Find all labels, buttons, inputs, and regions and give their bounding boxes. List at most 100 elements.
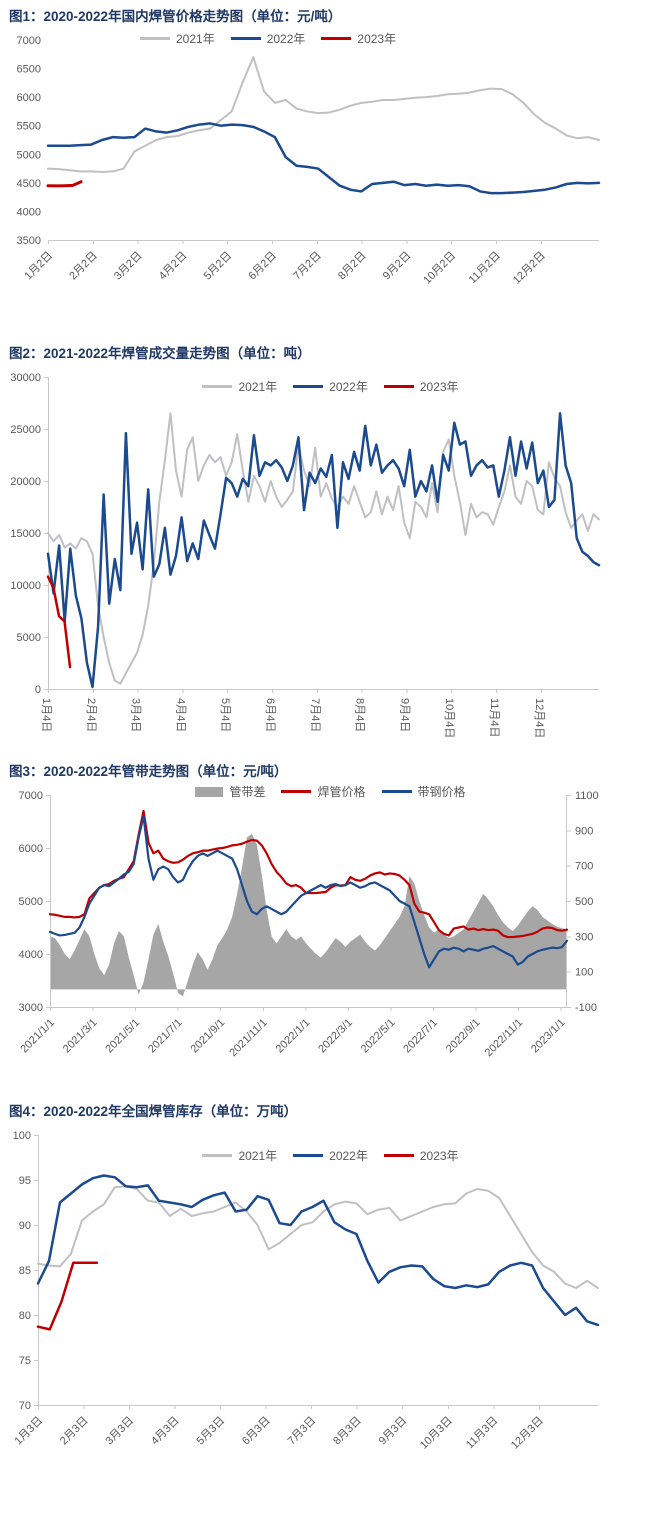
- x-axis-tick-label: 3月4日: [130, 698, 142, 732]
- x-axis-tick-label: 8月4日: [354, 698, 366, 732]
- x-axis-tick-label: 2月3日: [58, 1415, 91, 1448]
- x-axis-tick-label: 10月3日: [418, 1415, 455, 1452]
- legend-label: 2022年: [266, 32, 306, 46]
- x-axis-tick-label: 12月4日: [533, 698, 545, 738]
- y-axis-tick-label: 70: [19, 1400, 31, 1412]
- x-axis-tick-label: 1月4日: [40, 698, 52, 732]
- y-axis-tick-label: 25000: [10, 424, 41, 436]
- y-axis-tick-label: 75: [19, 1355, 31, 1367]
- x-axis-tick-label: 6月4日: [264, 698, 276, 732]
- x-axis-tick-label: 11月4日: [488, 698, 500, 738]
- chart-2-plot: 30000 25000 20000 15000 10000 5000 0 1月4日 2月4日 3月…: [0, 371, 661, 755]
- legend-label: 2023年: [419, 380, 459, 394]
- x-axis-tick-label: 2022/1/1: [274, 1017, 313, 1056]
- y-axis-tick-label: 0: [35, 684, 41, 696]
- x-axis-tick-label: 2022/3/1: [316, 1017, 355, 1056]
- series-line-2022年: [36, 1174, 600, 1327]
- legend-swatch-line: [383, 385, 414, 388]
- legend-label: 焊管价格: [317, 785, 366, 799]
- y-axis-tick-label: 5000: [17, 632, 41, 644]
- x-axis-tick-label: 9月2日: [381, 250, 414, 283]
- legend-label: 2022年: [329, 1149, 368, 1163]
- chart-2-welded-pipe-transaction-volume: 图2：2021-2022年焊管成交量走势图（单位：吨） 2021年 2022年 20…: [0, 330, 661, 755]
- y-axis-tick-label: 5500: [17, 121, 41, 133]
- legend-label: 2021年: [176, 32, 215, 46]
- legend-item: 管带差: [195, 783, 265, 800]
- legend-item: 2023年: [383, 1147, 459, 1164]
- x-axis-tick-label: 3月3日: [103, 1415, 136, 1448]
- x-axis-tick-label: 7月3日: [286, 1415, 319, 1448]
- chart-1-legend: 2021年 2022年 2023年: [140, 30, 396, 47]
- x-axis-tick-label: 2021/9/1: [189, 1017, 228, 1056]
- series-line-2021年: [37, 1185, 599, 1289]
- y2-axis-tick-label: 1100: [575, 790, 599, 802]
- y2-axis-tick-label: 700: [575, 861, 593, 873]
- y-axis-tick-label: 3000: [19, 1002, 43, 1014]
- chart-3-canvas: 7000 6000 5000 4000 3000 1100 900 700 500 300 100 -…: [18, 790, 599, 1060]
- x-axis-tick-label: 2021/5/1: [103, 1017, 142, 1056]
- y-axis-tick-label: 6500: [17, 64, 41, 76]
- chart-3-title: 图3：2020-2022年管带走势图（单位：元/吨）: [9, 764, 288, 779]
- x-axis-tick-label: 11月3日: [464, 1415, 500, 1451]
- x-axis-tick-label: 2022/7/1: [401, 1017, 440, 1056]
- x-axis-tick-label: 4月3日: [149, 1415, 182, 1448]
- x-axis-tick-label: 9月4日: [398, 698, 410, 732]
- y2-axis-tick-label: 500: [575, 896, 593, 908]
- chart-4-canvas: 100 95 90 85 80 75 70 1月3日 2月3日 3月3日 4月3日 5月3日 6月3日 7…: [12, 1130, 600, 1452]
- y2-axis-tick-label: 100: [575, 967, 593, 979]
- y-axis-tick-label: 4000: [17, 206, 41, 218]
- series-line-2022年: [46, 122, 601, 195]
- series-line-带钢价格: [48, 815, 569, 969]
- y-axis-tick-label: 6000: [17, 92, 41, 104]
- chart-2-legend: 2021年 2022年 2023年: [0, 378, 661, 395]
- x-axis-tick-label: 6月2日: [246, 250, 279, 283]
- y-axis-tick-label: 20000: [10, 476, 41, 488]
- legend-swatch-line: [293, 1154, 324, 1157]
- chart-3-pipe-strip-spread: 图3：2020-2022年管带走势图（单位：元/吨） 管带差 焊管价格 带钢价格 7…: [0, 755, 661, 1095]
- y-axis-tick-label: 100: [13, 1130, 31, 1142]
- chart-4-plot: 100 95 90 85 80 75 70 1月3日 2月3日 3月3日 4月3日 5月3日 6月3日 7…: [0, 1129, 661, 1481]
- chart-4-national-welded-pipe-inventory: 图4：2020-2022年全国焊管库存（单位：万吨） 2021年 2022年 202…: [0, 1095, 661, 1520]
- y-axis-tick-label: 95: [19, 1175, 31, 1187]
- x-axis-tick-label: 8月3日: [331, 1415, 364, 1448]
- chart-3-plot: 7000 6000 5000 4000 3000 1100 900 700 500 300 100 -…: [0, 789, 661, 1093]
- legend-swatch-line: [381, 790, 412, 793]
- y2-axis-tick-label: 300: [575, 931, 593, 943]
- legend-label: 2021年: [238, 380, 278, 394]
- legend-item: 2021年: [202, 1147, 277, 1164]
- legend-swatch-line: [140, 37, 170, 40]
- legend-swatch-line: [281, 790, 312, 793]
- series-line-2023年: [46, 575, 72, 669]
- x-axis-tick-label: 6月3日: [240, 1415, 273, 1448]
- chart-1-plot: 7000 6500 6000 5500 5000 4500 4000 3500 1月2日 2月2日…: [0, 34, 661, 320]
- x-axis-tick-label: 4月4日: [174, 698, 186, 732]
- legend-item: 2021年: [202, 378, 277, 395]
- legend-swatch-line: [293, 385, 324, 388]
- y-axis-tick-label: 85: [19, 1265, 31, 1277]
- legend-swatch-line: [383, 1154, 414, 1157]
- series-line-2021年: [47, 56, 600, 173]
- legend-label: 2021年: [238, 1149, 278, 1163]
- chart-4-legend: 2021年 2022年 2023年: [0, 1147, 661, 1164]
- x-axis-tick-label: 8月2日: [336, 250, 369, 283]
- x-axis-tick-label: 5月4日: [219, 698, 231, 732]
- series-area-管带差: [50, 833, 567, 997]
- legend-item: 2022年: [230, 30, 306, 47]
- legend-label: 2022年: [329, 380, 368, 394]
- chart-1-canvas: 7000 6500 6000 5500 5000 4500 4000 3500 1月2日 2月2日…: [17, 35, 601, 287]
- legend-item: 焊管价格: [281, 783, 366, 800]
- x-axis-tick-label: 2022/11/1: [483, 1017, 526, 1060]
- legend-item: 2023年: [321, 30, 396, 47]
- x-axis-tick-label: 12月3日: [509, 1415, 546, 1452]
- y-axis-tick-label: 10000: [10, 580, 41, 592]
- y-axis-tick-label: 7000: [19, 790, 43, 802]
- legend-item: 2021年: [140, 30, 215, 47]
- y2-axis-tick-label: 900: [575, 825, 593, 837]
- legend-item: 2022年: [293, 1147, 368, 1164]
- y-axis-tick-label: 30000: [10, 372, 41, 384]
- x-axis-tick-label: 2月4日: [85, 698, 97, 732]
- legend-item: 2022年: [293, 378, 368, 395]
- y2-axis-tick-label: -100: [575, 1002, 597, 1014]
- y-axis-tick-label: 4000: [19, 949, 43, 961]
- chart-4-title: 图4：2020-2022年全国焊管库存（单位：万吨）: [9, 1104, 298, 1119]
